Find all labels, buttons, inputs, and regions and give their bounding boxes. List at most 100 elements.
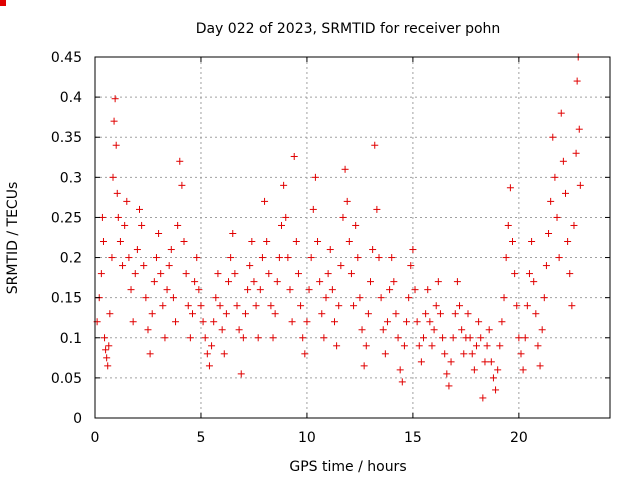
data-point [545, 229, 553, 237]
data-point [511, 270, 519, 278]
data-point [235, 326, 243, 334]
data-point [220, 350, 228, 358]
data-point [494, 366, 502, 374]
data-point [426, 318, 434, 326]
data-point [572, 149, 580, 157]
data-point [396, 366, 404, 374]
data-point [456, 302, 464, 310]
data-point [419, 334, 427, 342]
data-point [237, 370, 245, 378]
data-point [269, 334, 277, 342]
data-point [324, 270, 332, 278]
tick-labels: 0 5 10 15 20 0 0.05 0.1 0.15 0.2 0.25 0.3 0.35 0.4 0.4… [51, 50, 528, 446]
data-points [0, 0, 584, 402]
data-point [144, 326, 152, 334]
data-point [239, 334, 247, 342]
y-tick-label: 0.2 [60, 251, 82, 267]
data-point [575, 125, 583, 133]
data-point [509, 238, 517, 246]
data-point [186, 334, 194, 342]
y-tick-label: 0.1 [60, 331, 82, 347]
data-point [320, 334, 328, 342]
data-point [451, 310, 459, 318]
data-point [557, 109, 565, 117]
data-point [434, 278, 442, 286]
data-point [492, 386, 500, 394]
data-point [314, 238, 322, 246]
data-point [568, 302, 576, 310]
data-point [288, 318, 296, 326]
data-point [555, 254, 563, 262]
data-point [123, 197, 131, 205]
data-point [205, 362, 213, 370]
data-point [566, 270, 574, 278]
data-point [477, 334, 485, 342]
data-point [352, 221, 360, 229]
data-point [203, 350, 211, 358]
data-point [496, 342, 504, 350]
data-point [101, 334, 109, 342]
data-point [201, 334, 209, 342]
data-point [216, 302, 224, 310]
data-point [116, 238, 124, 246]
data-point [375, 254, 383, 262]
data-point [307, 254, 315, 262]
data-point [142, 294, 150, 302]
chart-title: Day 022 of 2023, SRMTID for receiver poh… [196, 21, 501, 37]
data-point [286, 286, 294, 294]
data-point [519, 366, 527, 374]
data-point [362, 342, 370, 350]
data-point [218, 326, 226, 334]
data-point [105, 342, 113, 350]
data-point [254, 334, 262, 342]
data-point [445, 382, 453, 390]
data-point [386, 286, 394, 294]
data-point [250, 278, 258, 286]
data-point [339, 213, 347, 221]
data-point [195, 286, 203, 294]
data-point [430, 326, 438, 334]
y-tick-label: 0 [73, 411, 82, 427]
data-point [163, 286, 171, 294]
y-tick-label: 0.35 [51, 130, 82, 146]
data-point [525, 270, 533, 278]
data-point [104, 362, 112, 370]
data-point [165, 262, 173, 270]
data-point [439, 334, 447, 342]
data-point [341, 165, 349, 173]
data-point [335, 302, 343, 310]
data-point [538, 326, 546, 334]
data-point [381, 350, 389, 358]
data-point [394, 334, 402, 342]
data-point [504, 221, 512, 229]
data-point [121, 221, 129, 229]
data-point [180, 238, 188, 246]
data-point [367, 278, 375, 286]
data-point [290, 152, 298, 160]
data-point [252, 302, 260, 310]
data-point [316, 278, 324, 286]
data-point [536, 362, 544, 370]
data-point [148, 310, 156, 318]
data-point [398, 378, 406, 386]
x-tick-label: 15 [404, 430, 422, 446]
data-point [392, 310, 400, 318]
data-point [256, 286, 264, 294]
data-point [328, 286, 336, 294]
data-point [167, 246, 175, 254]
data-point [573, 77, 581, 85]
data-point [373, 205, 381, 213]
data-point [299, 334, 307, 342]
data-point [449, 334, 457, 342]
data-point [369, 246, 377, 254]
x-tick-label: 5 [197, 430, 206, 446]
data-point [111, 95, 119, 103]
data-point [498, 318, 506, 326]
data-point [244, 286, 252, 294]
data-point [483, 342, 491, 350]
data-point [197, 302, 205, 310]
data-point [407, 262, 415, 270]
y-tick-label: 0.15 [51, 291, 82, 307]
y-tick-label: 0.05 [51, 371, 82, 387]
data-point [303, 318, 311, 326]
